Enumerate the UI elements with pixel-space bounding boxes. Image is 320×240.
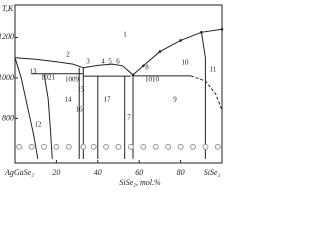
y-tick-label: 800 — [2, 113, 14, 122]
y-axis-label: T,K — [2, 4, 14, 13]
data-point — [202, 143, 209, 150]
region-label: 4 — [101, 58, 105, 66]
data-point — [115, 143, 122, 150]
chart: T,K SiSe₂, mol.% 800 1000 1200 AgGaSe₂ 20 40 6… — [0, 4, 224, 187]
x-tick-label: 40 — [94, 168, 102, 177]
region-label: 15 — [78, 86, 86, 94]
region-label: 17 — [104, 96, 112, 104]
region-label: 3 — [86, 58, 90, 66]
data-point — [179, 39, 182, 42]
data-point — [177, 143, 184, 150]
x-tick-label: 60 — [135, 168, 143, 177]
region-label: 1010 — [145, 76, 160, 84]
data-point — [103, 143, 109, 150]
region-label: 6 — [116, 58, 120, 66]
region-label: 1021 — [41, 74, 56, 82]
x-tick-label: SiSe₂ — [204, 168, 221, 177]
data-point — [41, 143, 47, 150]
data-point — [165, 143, 172, 150]
phase-boundary — [83, 63, 134, 76]
data-point — [128, 143, 134, 150]
phase-boundary — [14, 57, 84, 69]
data-point — [220, 28, 224, 31]
region-label: 8 — [145, 64, 149, 72]
data-point — [190, 143, 196, 150]
data-point — [80, 143, 87, 150]
x-tick-label: 80 — [177, 168, 185, 177]
region-label: 12 — [35, 121, 43, 129]
data-point — [90, 143, 97, 150]
region-label: 9 — [173, 96, 177, 104]
region-label: 11 — [210, 66, 217, 74]
phase-boundary — [190, 75, 223, 111]
region-label: 13 — [30, 68, 38, 76]
data-point — [158, 50, 162, 53]
region-label: 10 — [182, 59, 190, 67]
region-label: 14 — [65, 96, 73, 104]
region-label: 16 — [76, 106, 84, 114]
region-label: 1009 — [65, 76, 80, 84]
data-point — [140, 143, 147, 150]
x-tick-label: 20 — [52, 168, 60, 177]
phase-boundary — [14, 57, 39, 159]
data-point — [53, 143, 60, 150]
x-axis-label: SiSe₂, mol.% — [119, 178, 161, 187]
data-point — [152, 143, 159, 150]
region-label: 2 — [66, 51, 70, 59]
data-point — [142, 64, 145, 68]
phase-boundary — [43, 73, 53, 159]
region-label: 5 — [108, 58, 112, 66]
y-tick-label: 1200 — [0, 32, 14, 41]
data-point — [28, 143, 35, 150]
phase-boundary — [200, 31, 206, 159]
plot-frame — [14, 4, 223, 164]
region-label: 1 — [123, 31, 127, 39]
data-point — [65, 143, 72, 150]
data-point — [214, 143, 221, 150]
y-tick-label: 1000 — [0, 73, 14, 82]
region-label: 7 — [127, 114, 131, 122]
phase-boundary — [132, 28, 223, 76]
data-point — [16, 143, 23, 150]
x-tick-label: AgGaSe₂ — [4, 168, 34, 177]
